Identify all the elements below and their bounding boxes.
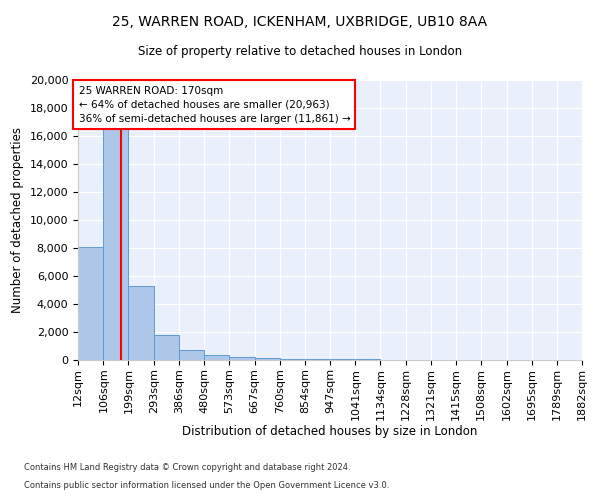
Bar bbox=[330, 359, 355, 360]
Text: Size of property relative to detached houses in London: Size of property relative to detached ho… bbox=[138, 45, 462, 58]
Bar bbox=[280, 358, 305, 360]
Bar bbox=[103, 128, 128, 360]
Bar bbox=[78, 248, 103, 360]
Bar bbox=[204, 355, 229, 360]
Text: 25 WARREN ROAD: 170sqm
← 64% of detached houses are smaller (20,963)
36% of semi: 25 WARREN ROAD: 170sqm ← 64% of detached… bbox=[79, 86, 350, 124]
Bar bbox=[229, 357, 254, 360]
Bar bbox=[128, 286, 154, 360]
Text: 25, WARREN ROAD, ICKENHAM, UXBRIDGE, UB10 8AA: 25, WARREN ROAD, ICKENHAM, UXBRIDGE, UB1… bbox=[112, 15, 488, 29]
Text: Contains public sector information licensed under the Open Government Licence v3: Contains public sector information licen… bbox=[24, 481, 389, 490]
Y-axis label: Number of detached properties: Number of detached properties bbox=[11, 127, 24, 313]
Bar bbox=[179, 350, 204, 360]
Bar bbox=[154, 335, 179, 360]
Bar bbox=[305, 359, 330, 360]
X-axis label: Distribution of detached houses by size in London: Distribution of detached houses by size … bbox=[182, 426, 478, 438]
Bar bbox=[254, 358, 280, 360]
Text: Contains HM Land Registry data © Crown copyright and database right 2024.: Contains HM Land Registry data © Crown c… bbox=[24, 464, 350, 472]
